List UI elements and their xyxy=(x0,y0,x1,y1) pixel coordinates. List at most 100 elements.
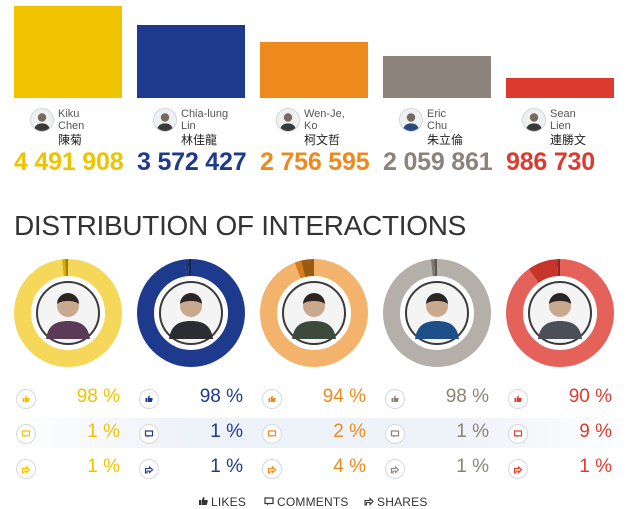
interaction-donut xyxy=(13,258,123,368)
legend-shares: SHARES xyxy=(364,494,428,509)
shares-row: 1 % 1 % 4 % 1 % 1 % xyxy=(0,453,640,483)
candidate-name-en-line1: Eric xyxy=(427,108,446,120)
shares-slice xyxy=(506,259,614,367)
comment-icon xyxy=(508,424,528,444)
likes-percent: 98 % xyxy=(445,386,489,407)
candidate-name-zh: 陳菊 xyxy=(58,133,83,147)
comment-icon xyxy=(16,424,36,444)
likes-percent: 94 % xyxy=(322,386,366,407)
portrait-hair xyxy=(57,293,79,304)
shares-slice xyxy=(260,259,368,367)
comments-percent: 2 % xyxy=(333,421,366,442)
shares-percent: 1 % xyxy=(456,456,489,477)
total-bar xyxy=(137,24,245,98)
portrait-body xyxy=(538,321,582,339)
total-bar xyxy=(260,41,368,98)
legend-comments: COMMENTS xyxy=(264,494,349,509)
candidate-header: Sean Lien 連勝文 xyxy=(522,106,640,152)
thumbs-up-icon xyxy=(385,389,405,409)
donut-svg xyxy=(506,259,614,367)
share-icon xyxy=(508,459,528,479)
comment-icon xyxy=(139,424,159,444)
comments-percent: 1 % xyxy=(87,421,120,442)
donut-svg xyxy=(260,259,368,367)
total-bar xyxy=(506,77,614,98)
candidate-name-en-line1: Sean xyxy=(550,108,576,120)
interaction-donut xyxy=(505,258,615,368)
candidate-name-en-line1: Wen-Je, xyxy=(304,108,345,120)
portrait-body xyxy=(292,321,336,339)
candidate-name-en: Kiku Chen xyxy=(58,108,84,132)
candidate-name-en: Eric Chu xyxy=(427,108,447,132)
donut-svg xyxy=(137,259,245,367)
comment-icon xyxy=(262,424,282,444)
total-interactions-label: 2 059 861 xyxy=(383,148,493,176)
candidate-header: Eric Chu 朱立倫 xyxy=(399,106,519,152)
likes-percent: 98 % xyxy=(76,386,120,407)
shares-percent: 4 % xyxy=(333,456,366,477)
thumbs-up-icon xyxy=(508,389,528,409)
donut-svg xyxy=(14,259,122,367)
share-icon xyxy=(385,459,405,479)
share-icon xyxy=(139,459,159,479)
avatar-icon xyxy=(153,108,177,132)
candidate-name-en-line1: Chia-lung xyxy=(181,108,229,120)
total-bar xyxy=(14,6,122,98)
avatar-icon xyxy=(276,108,300,132)
share-icon xyxy=(364,495,374,509)
candidate-name-en-line2: Lien xyxy=(550,120,571,132)
portrait-body xyxy=(46,321,90,339)
shares-percent: 1 % xyxy=(210,456,243,477)
total-interactions-label: 4 491 908 xyxy=(14,148,124,176)
total-interactions-label: 3 572 427 xyxy=(137,148,247,176)
thumbs-up-icon xyxy=(139,389,159,409)
legend-comments-label: COMMENTS xyxy=(277,494,349,509)
total-bar xyxy=(383,55,491,98)
candidate-name-en-line2: Chu xyxy=(427,120,448,132)
interaction-donut xyxy=(136,258,246,368)
candidate-name-en-line2: Chen xyxy=(58,120,85,132)
avatar-icon xyxy=(522,108,546,132)
legend-shares-label: SHARES xyxy=(377,494,428,509)
portrait-hair xyxy=(426,293,448,304)
candidate-name-zh: 朱立倫 xyxy=(427,133,464,147)
candidate-name-en-line2: Ko xyxy=(304,120,318,132)
candidate-header: Chia-lung Lin 林佳龍 xyxy=(153,106,273,152)
shares-slice xyxy=(383,259,491,367)
shares-slice xyxy=(137,259,245,367)
comments-row: 1 % 1 % 2 % 1 % 9 % xyxy=(0,418,640,448)
comment-icon xyxy=(264,495,274,509)
likes-percent: 90 % xyxy=(568,386,612,407)
donut-svg xyxy=(383,259,491,367)
portrait-body xyxy=(169,321,213,339)
candidate-name-zh: 林佳龍 xyxy=(181,133,218,147)
avatar-icon xyxy=(399,108,423,132)
thumbs-up-icon xyxy=(262,389,282,409)
comment-icon xyxy=(385,424,405,444)
avatar-icon xyxy=(30,108,54,132)
portrait-hair xyxy=(180,293,202,304)
thumbs-up-icon xyxy=(198,495,208,509)
comments-percent: 1 % xyxy=(210,421,243,442)
portrait-hair xyxy=(303,293,325,304)
shares-percent: 1 % xyxy=(87,456,120,477)
portrait-hair xyxy=(549,293,571,304)
share-icon xyxy=(262,459,282,479)
comments-percent: 9 % xyxy=(579,421,612,442)
share-icon xyxy=(16,459,36,479)
candidate-name-zh: 連勝文 xyxy=(550,133,587,147)
candidate-name-zh: 柯文哲 xyxy=(304,133,341,147)
candidate-name-en: Chia-lung Lin xyxy=(181,108,228,132)
shares-percent: 1 % xyxy=(579,456,612,477)
legend-likes: LIKES xyxy=(198,494,246,509)
legend-likes-label: LIKES xyxy=(211,494,247,509)
interaction-donut xyxy=(382,258,492,368)
candidate-name-en: Wen-Je, Ko xyxy=(304,108,345,132)
candidate-name-en-line2: Lin xyxy=(181,120,196,132)
comments-percent: 1 % xyxy=(456,421,489,442)
likes-percent: 98 % xyxy=(199,386,243,407)
portrait-body xyxy=(415,321,459,339)
thumbs-up-icon xyxy=(16,389,36,409)
total-interactions-label: 2 756 595 xyxy=(260,148,370,176)
